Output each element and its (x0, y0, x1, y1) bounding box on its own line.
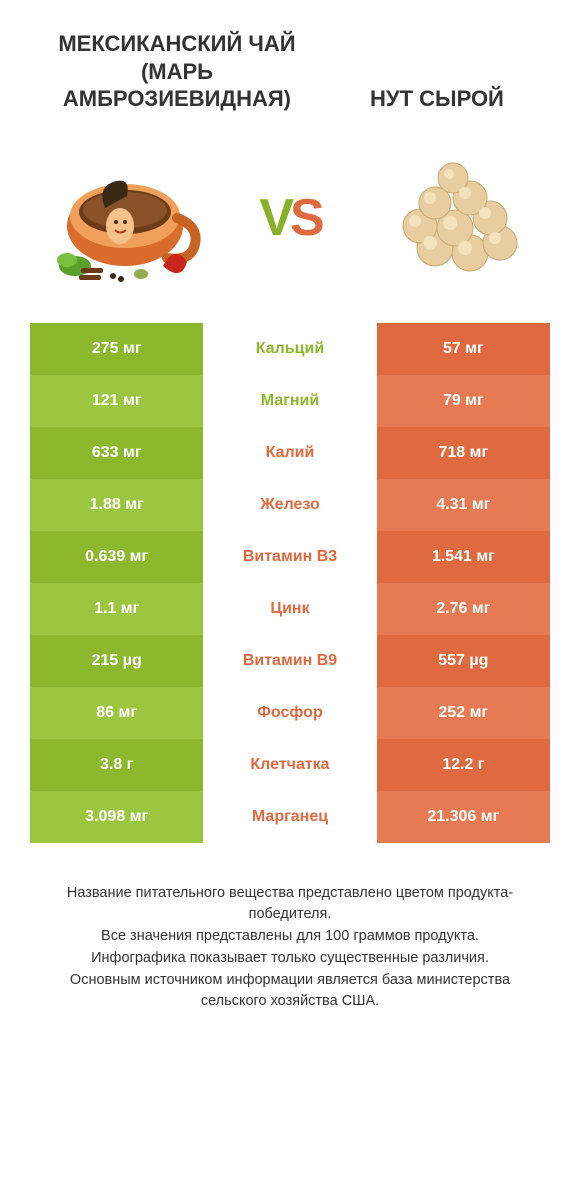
footer-line: Название питательного вещества представл… (40, 883, 540, 927)
nutrient-label: Фосфор (203, 687, 376, 739)
title-left: МЕКСИКАНСКИЙ ЧАЙ (МАРЬ АМБРОЗИЕВИДНАЯ) (30, 30, 324, 113)
left-value: 3.8 г (30, 739, 203, 791)
nutrient-label: Витамин B3 (203, 531, 376, 583)
nutrient-label: Кальций (203, 323, 376, 375)
nutrient-label: Магний (203, 375, 376, 427)
right-value: 1.541 мг (377, 531, 550, 583)
title-right: НУТ СЫРОЙ (324, 85, 550, 113)
left-value: 215 µg (30, 635, 203, 687)
left-value: 1.88 мг (30, 479, 203, 531)
vs-label: VS (259, 188, 320, 248)
table-row: 86 мгФосфор252 мг (30, 687, 550, 739)
left-value: 0.639 мг (30, 531, 203, 583)
table-row: 1.88 мгЖелезо4.31 мг (30, 479, 550, 531)
right-value: 12.2 г (377, 739, 550, 791)
table-row: 3.8 гКлетчатка12.2 г (30, 739, 550, 791)
nutrient-label: Цинк (203, 583, 376, 635)
left-value: 275 мг (30, 323, 203, 375)
vs-v: V (259, 189, 290, 247)
left-value: 3.098 мг (30, 791, 203, 843)
right-value: 718 мг (377, 427, 550, 479)
left-food-image (40, 143, 210, 293)
table-row: 633 мгКалий718 мг (30, 427, 550, 479)
nutrient-label: Железо (203, 479, 376, 531)
right-value: 4.31 мг (377, 479, 550, 531)
images-row: VS (30, 143, 550, 293)
footer-notes: Название питательного вещества представл… (30, 883, 550, 1014)
right-food-image (370, 143, 540, 293)
left-value: 121 мг (30, 375, 203, 427)
right-value: 557 µg (377, 635, 550, 687)
right-value: 252 мг (377, 687, 550, 739)
right-value: 2.76 мг (377, 583, 550, 635)
nutrient-label: Калий (203, 427, 376, 479)
left-value: 86 мг (30, 687, 203, 739)
vs-s: S (290, 189, 321, 247)
right-value: 57 мг (377, 323, 550, 375)
titles-row: МЕКСИКАНСКИЙ ЧАЙ (МАРЬ АМБРОЗИЕВИДНАЯ) Н… (30, 30, 550, 113)
table-row: 0.639 мгВитамин B31.541 мг (30, 531, 550, 583)
table-row: 121 мгМагний79 мг (30, 375, 550, 427)
comparison-table: 275 мгКальций57 мг121 мгМагний79 мг633 м… (30, 323, 550, 843)
nutrient-label: Марганец (203, 791, 376, 843)
table-row: 3.098 мгМарганец21.306 мг (30, 791, 550, 843)
nutrient-label: Клетчатка (203, 739, 376, 791)
table-row: 1.1 мгЦинк2.76 мг (30, 583, 550, 635)
footer-line: Все значения представлены для 100 граммо… (40, 926, 540, 948)
footer-line: Основным источником информации является … (40, 970, 540, 1014)
left-value: 633 мг (30, 427, 203, 479)
right-value: 79 мг (377, 375, 550, 427)
footer-line: Инфографика показывает только существенн… (40, 948, 540, 970)
table-row: 215 µgВитамин B9557 µg (30, 635, 550, 687)
nutrient-label: Витамин B9 (203, 635, 376, 687)
table-row: 275 мгКальций57 мг (30, 323, 550, 375)
left-value: 1.1 мг (30, 583, 203, 635)
right-value: 21.306 мг (377, 791, 550, 843)
